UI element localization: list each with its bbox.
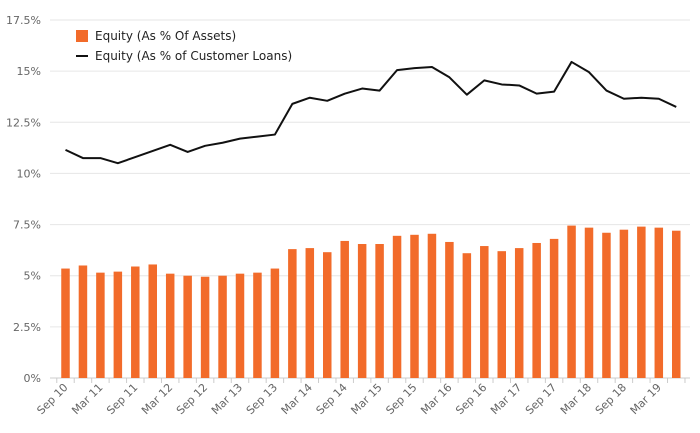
bar <box>427 233 437 378</box>
bar <box>445 241 454 378</box>
bar <box>200 276 210 378</box>
bar <box>183 275 192 378</box>
bar <box>497 251 506 378</box>
bar <box>654 227 664 378</box>
bar <box>288 249 297 378</box>
bar <box>549 238 559 378</box>
x-tick-label: Mar 18 <box>558 381 594 417</box>
bar <box>375 244 384 378</box>
bar <box>253 272 262 378</box>
bars-layer <box>61 225 681 378</box>
x-tick-label: Sep 18 <box>593 381 629 417</box>
bar <box>78 265 88 378</box>
bar <box>113 271 123 378</box>
bar <box>218 275 227 378</box>
x-tick-label: Sep 14 <box>314 381 350 417</box>
series-line <box>65 60 677 165</box>
x-tick-label: Sep 17 <box>523 381 559 417</box>
x-tick-label: Sep 11 <box>104 381 140 417</box>
bar <box>584 227 594 378</box>
x-tick-label: Sep 10 <box>34 381 70 417</box>
legend-label-line: Equity (As % of Customer Loans) <box>95 49 292 63</box>
legend-swatch-bar <box>76 30 88 42</box>
bar <box>357 244 367 378</box>
bar <box>462 253 472 378</box>
x-tick-label: Sep 12 <box>174 381 210 417</box>
bar <box>305 248 315 378</box>
x-tick-label: Mar 17 <box>488 381 524 417</box>
y-tick-label: 15% <box>17 65 41 78</box>
bar <box>165 273 175 378</box>
x-tick-label: Mar 14 <box>279 381 315 417</box>
x-tick-label: Sep 15 <box>383 381 419 417</box>
legend-label-bar: Equity (As % Of Assets) <box>95 29 236 43</box>
y-tick-label: 17.5% <box>6 14 41 27</box>
y-tick-label: 7.5% <box>13 219 41 232</box>
y-tick-label: 10% <box>17 167 41 180</box>
x-tick-label: Mar 19 <box>628 381 664 417</box>
bar <box>392 235 402 378</box>
x-tick-label: Sep 13 <box>244 381 280 417</box>
x-tick-label: Mar 11 <box>69 381 105 417</box>
bar <box>637 226 646 378</box>
x-tick-label: Mar 16 <box>418 381 454 417</box>
bar <box>131 266 140 378</box>
bar <box>619 229 629 378</box>
bar <box>61 268 70 378</box>
bar <box>270 268 280 378</box>
x-tick-label: Mar 13 <box>209 381 245 417</box>
bar <box>148 264 157 378</box>
legend: Equity (As % Of Assets) Equity (As % of … <box>76 29 292 63</box>
bar <box>340 240 349 378</box>
grid-layer <box>50 19 690 379</box>
line-layer <box>65 60 677 165</box>
bar <box>532 242 541 378</box>
bar <box>96 272 105 378</box>
y-tick-label: 5% <box>24 270 41 283</box>
bar <box>602 232 611 378</box>
x-tick-label: Mar 12 <box>139 381 175 417</box>
bar <box>235 273 245 378</box>
x-tick-label: Mar 15 <box>348 381 384 417</box>
bar <box>672 230 681 378</box>
bar <box>514 248 524 378</box>
bar <box>323 252 332 378</box>
y-tick-label: 2.5% <box>13 321 41 334</box>
x-tick-label: Sep 16 <box>453 381 489 417</box>
y-tick-label: 12.5% <box>6 116 41 129</box>
bar <box>480 246 489 378</box>
bar <box>567 225 576 378</box>
y-tick-label: 0% <box>24 372 41 385</box>
bar <box>410 234 419 378</box>
